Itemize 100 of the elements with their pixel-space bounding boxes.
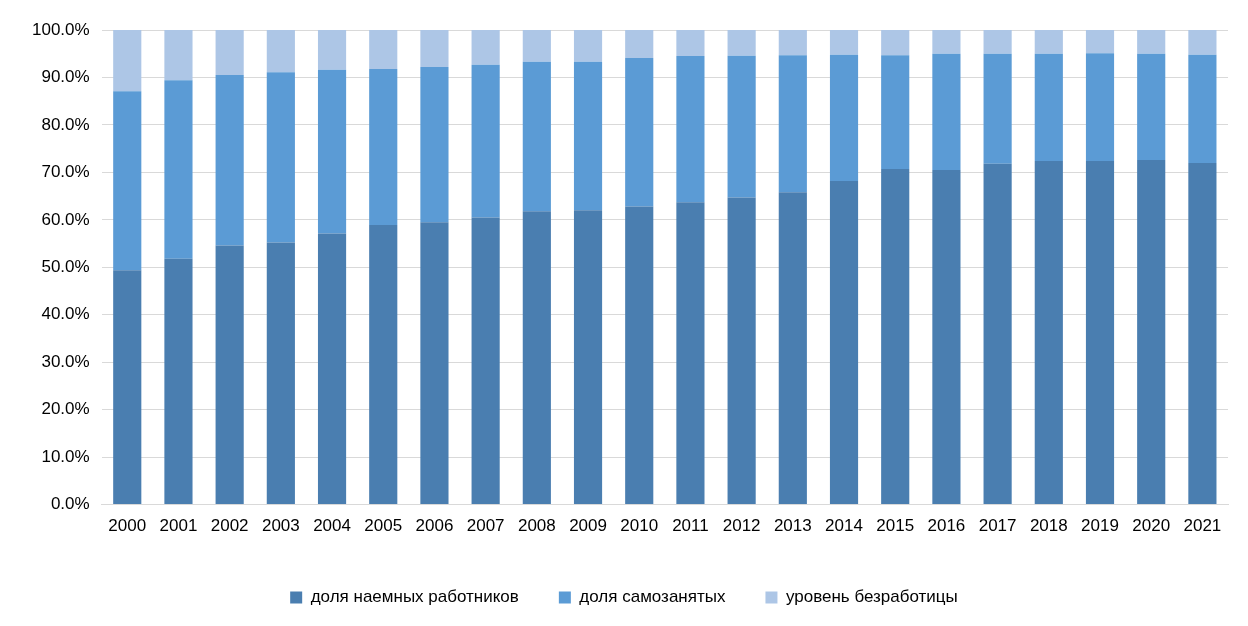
y-tick-label: 20.0% (41, 399, 90, 419)
x-tick-label: 2017 (978, 516, 1017, 536)
bar (932, 53, 961, 171)
bar (932, 30, 961, 54)
bar (778, 192, 807, 505)
bar (113, 30, 142, 92)
legend-label: доля наемных работников (310, 587, 519, 607)
bar (420, 67, 449, 223)
x-tick-label: 2007 (466, 516, 505, 536)
bar (1137, 30, 1166, 54)
x-tick-label: 2010 (620, 516, 659, 536)
bar (1034, 30, 1063, 54)
bar (573, 30, 603, 62)
bar (727, 55, 756, 198)
x-tick-label: 2018 (1029, 516, 1068, 536)
bar (164, 80, 193, 259)
y-tick-label: 80.0% (41, 114, 90, 134)
bar (369, 30, 398, 69)
bar (881, 169, 910, 505)
bar (317, 30, 347, 70)
x-tick-label: 2001 (159, 516, 198, 536)
bar (1188, 162, 1217, 505)
bar (113, 91, 142, 271)
x-tick-label: 2003 (261, 516, 300, 536)
bar (1188, 30, 1217, 55)
bar (881, 30, 910, 56)
bar (778, 55, 807, 193)
bar (1137, 53, 1166, 161)
x-tick-label: 2006 (415, 516, 454, 536)
bar (676, 56, 705, 203)
bar (266, 72, 295, 243)
bar (983, 163, 1012, 505)
bar (1034, 160, 1063, 505)
y-tick-label: 10.0% (41, 446, 90, 466)
bar (983, 53, 1012, 164)
x-tick-label: 2011 (672, 516, 709, 536)
x-tick-label: 2002 (210, 516, 249, 536)
bar (727, 197, 756, 505)
bar (164, 258, 193, 505)
x-tick-label: 2012 (722, 516, 761, 536)
bar (676, 30, 705, 57)
legend-label: доля самозанятых (579, 587, 726, 607)
bar (215, 30, 244, 76)
x-tick-label: 2021 (1183, 516, 1222, 536)
x-tick-label: 2020 (1132, 516, 1171, 536)
bar (369, 225, 398, 505)
bar (471, 30, 500, 65)
y-tick-label: 60.0% (41, 209, 90, 229)
bar (266, 242, 295, 505)
bar (625, 58, 654, 207)
bar (625, 30, 654, 58)
legend-label: уровень безработицы (785, 587, 958, 607)
x-tick-label: 2015 (876, 516, 915, 536)
bar (829, 180, 859, 505)
x-tick-label: 2004 (313, 516, 351, 536)
bar (420, 30, 449, 68)
y-tick-label: 70.0% (41, 162, 90, 182)
x-tick-label: 2014 (825, 516, 863, 536)
y-tick-label: 100.0% (31, 19, 90, 39)
bar (420, 222, 449, 505)
x-tick-label: 2005 (364, 516, 403, 536)
bar (1034, 53, 1063, 161)
bar (1085, 53, 1115, 161)
bar (317, 69, 347, 234)
bar (932, 170, 961, 505)
bar (778, 30, 807, 56)
bar (573, 210, 603, 505)
bar (676, 202, 705, 505)
bar (522, 61, 551, 212)
bar (266, 30, 295, 73)
bar (471, 217, 500, 505)
bar (1085, 160, 1115, 505)
bar (317, 233, 347, 505)
bar (215, 75, 244, 246)
bar (1085, 30, 1115, 54)
x-tick-label: 2013 (773, 516, 812, 536)
x-tick-label: 2016 (927, 516, 966, 536)
x-tick-label: 2019 (1081, 516, 1119, 536)
y-tick-label: 50.0% (41, 256, 90, 276)
bar (829, 30, 859, 55)
bar (164, 30, 193, 81)
bar (573, 61, 603, 211)
bar (522, 211, 551, 505)
y-tick-label: 30.0% (41, 351, 90, 371)
bar (113, 270, 142, 505)
bar (522, 30, 551, 62)
bar (881, 55, 910, 170)
y-tick-label: 90.0% (41, 67, 90, 87)
bar (215, 245, 244, 505)
y-tick-label: 0.0% (50, 494, 90, 514)
x-tick-label: 2000 (108, 516, 147, 536)
x-tick-label: 2009 (569, 516, 607, 536)
bar (829, 54, 859, 181)
y-tick-label: 40.0% (41, 304, 90, 324)
bar (625, 206, 654, 505)
bar (1188, 54, 1217, 163)
x-tick-label: 2008 (517, 516, 556, 536)
bar (727, 30, 756, 56)
bar (1137, 160, 1166, 505)
bar (471, 64, 500, 218)
